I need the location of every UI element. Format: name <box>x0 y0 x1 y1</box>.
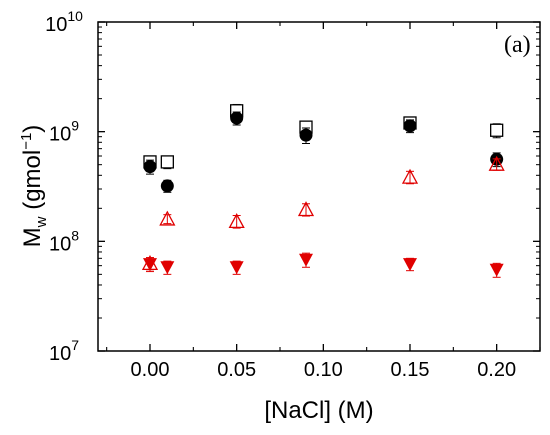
x-tick-label: 0.00 <box>131 359 170 381</box>
x-tick-label: 0.05 <box>217 359 256 381</box>
marker-triangle-down-filled <box>403 258 417 272</box>
marker-triangle-down-filled <box>489 263 504 277</box>
data-markers <box>141 103 505 278</box>
marker-triangle-up-open <box>228 213 245 229</box>
marker-triangle-up-open <box>159 210 176 226</box>
marker-circle-filled <box>143 160 157 174</box>
marker-triangle-down-filled <box>299 253 313 267</box>
y-axis-title: Mw (gmol−1) <box>18 125 50 248</box>
x-tick-label: 0.15 <box>391 359 430 381</box>
x-axis-title: [NaCl] (M) <box>264 397 373 424</box>
marker-square-open <box>490 123 504 137</box>
x-tick-labels: 0.00 0.05 0.10 0.15 0.20 <box>131 359 517 381</box>
marker-triangle-up-open <box>297 201 315 217</box>
y-axis-title-subscript: w <box>33 216 50 228</box>
marker-square-open <box>160 155 174 169</box>
marker-circle-filled <box>160 179 174 193</box>
y-tick-label: 109 <box>49 118 79 146</box>
y-axis-title-superscript: −1 <box>18 133 35 150</box>
y-tick-base: 10 <box>49 124 71 146</box>
y-tick-base: 10 <box>49 343 71 365</box>
marker-circle-filled <box>403 119 417 133</box>
marker-triangle-up-open <box>401 168 419 184</box>
x-tick-label: 0.20 <box>477 359 516 381</box>
plot-frame <box>97 21 541 352</box>
y-tick-exponent: 10 <box>67 8 83 24</box>
y-axis-title-close: ) <box>19 125 46 133</box>
x-tick-label: 0.10 <box>304 359 343 381</box>
marker-triangle-up-open <box>488 155 505 171</box>
panel-label: (a) <box>504 32 531 58</box>
y-axis-title-main: M <box>19 227 46 247</box>
marker-circle-filled <box>230 111 244 125</box>
y-tick-label: 1010 <box>45 8 83 36</box>
marker-circle-filled <box>299 128 313 142</box>
y-tick-exponent: 7 <box>71 337 79 353</box>
marker-triangle-down-filled <box>143 258 157 272</box>
y-tick-exponent: 9 <box>71 118 79 134</box>
y-tick-base: 10 <box>45 14 67 36</box>
marker-triangle-down-filled <box>160 261 175 275</box>
axis-ticks <box>98 21 541 352</box>
marker-triangle-down-filled <box>229 261 244 275</box>
y-tick-label: 108 <box>49 227 79 255</box>
y-tick-base: 10 <box>49 233 71 255</box>
y-tick-exponent: 8 <box>71 227 79 243</box>
y-axis-title-unit: (gmol <box>19 150 46 217</box>
y-tick-label: 107 <box>49 337 79 365</box>
